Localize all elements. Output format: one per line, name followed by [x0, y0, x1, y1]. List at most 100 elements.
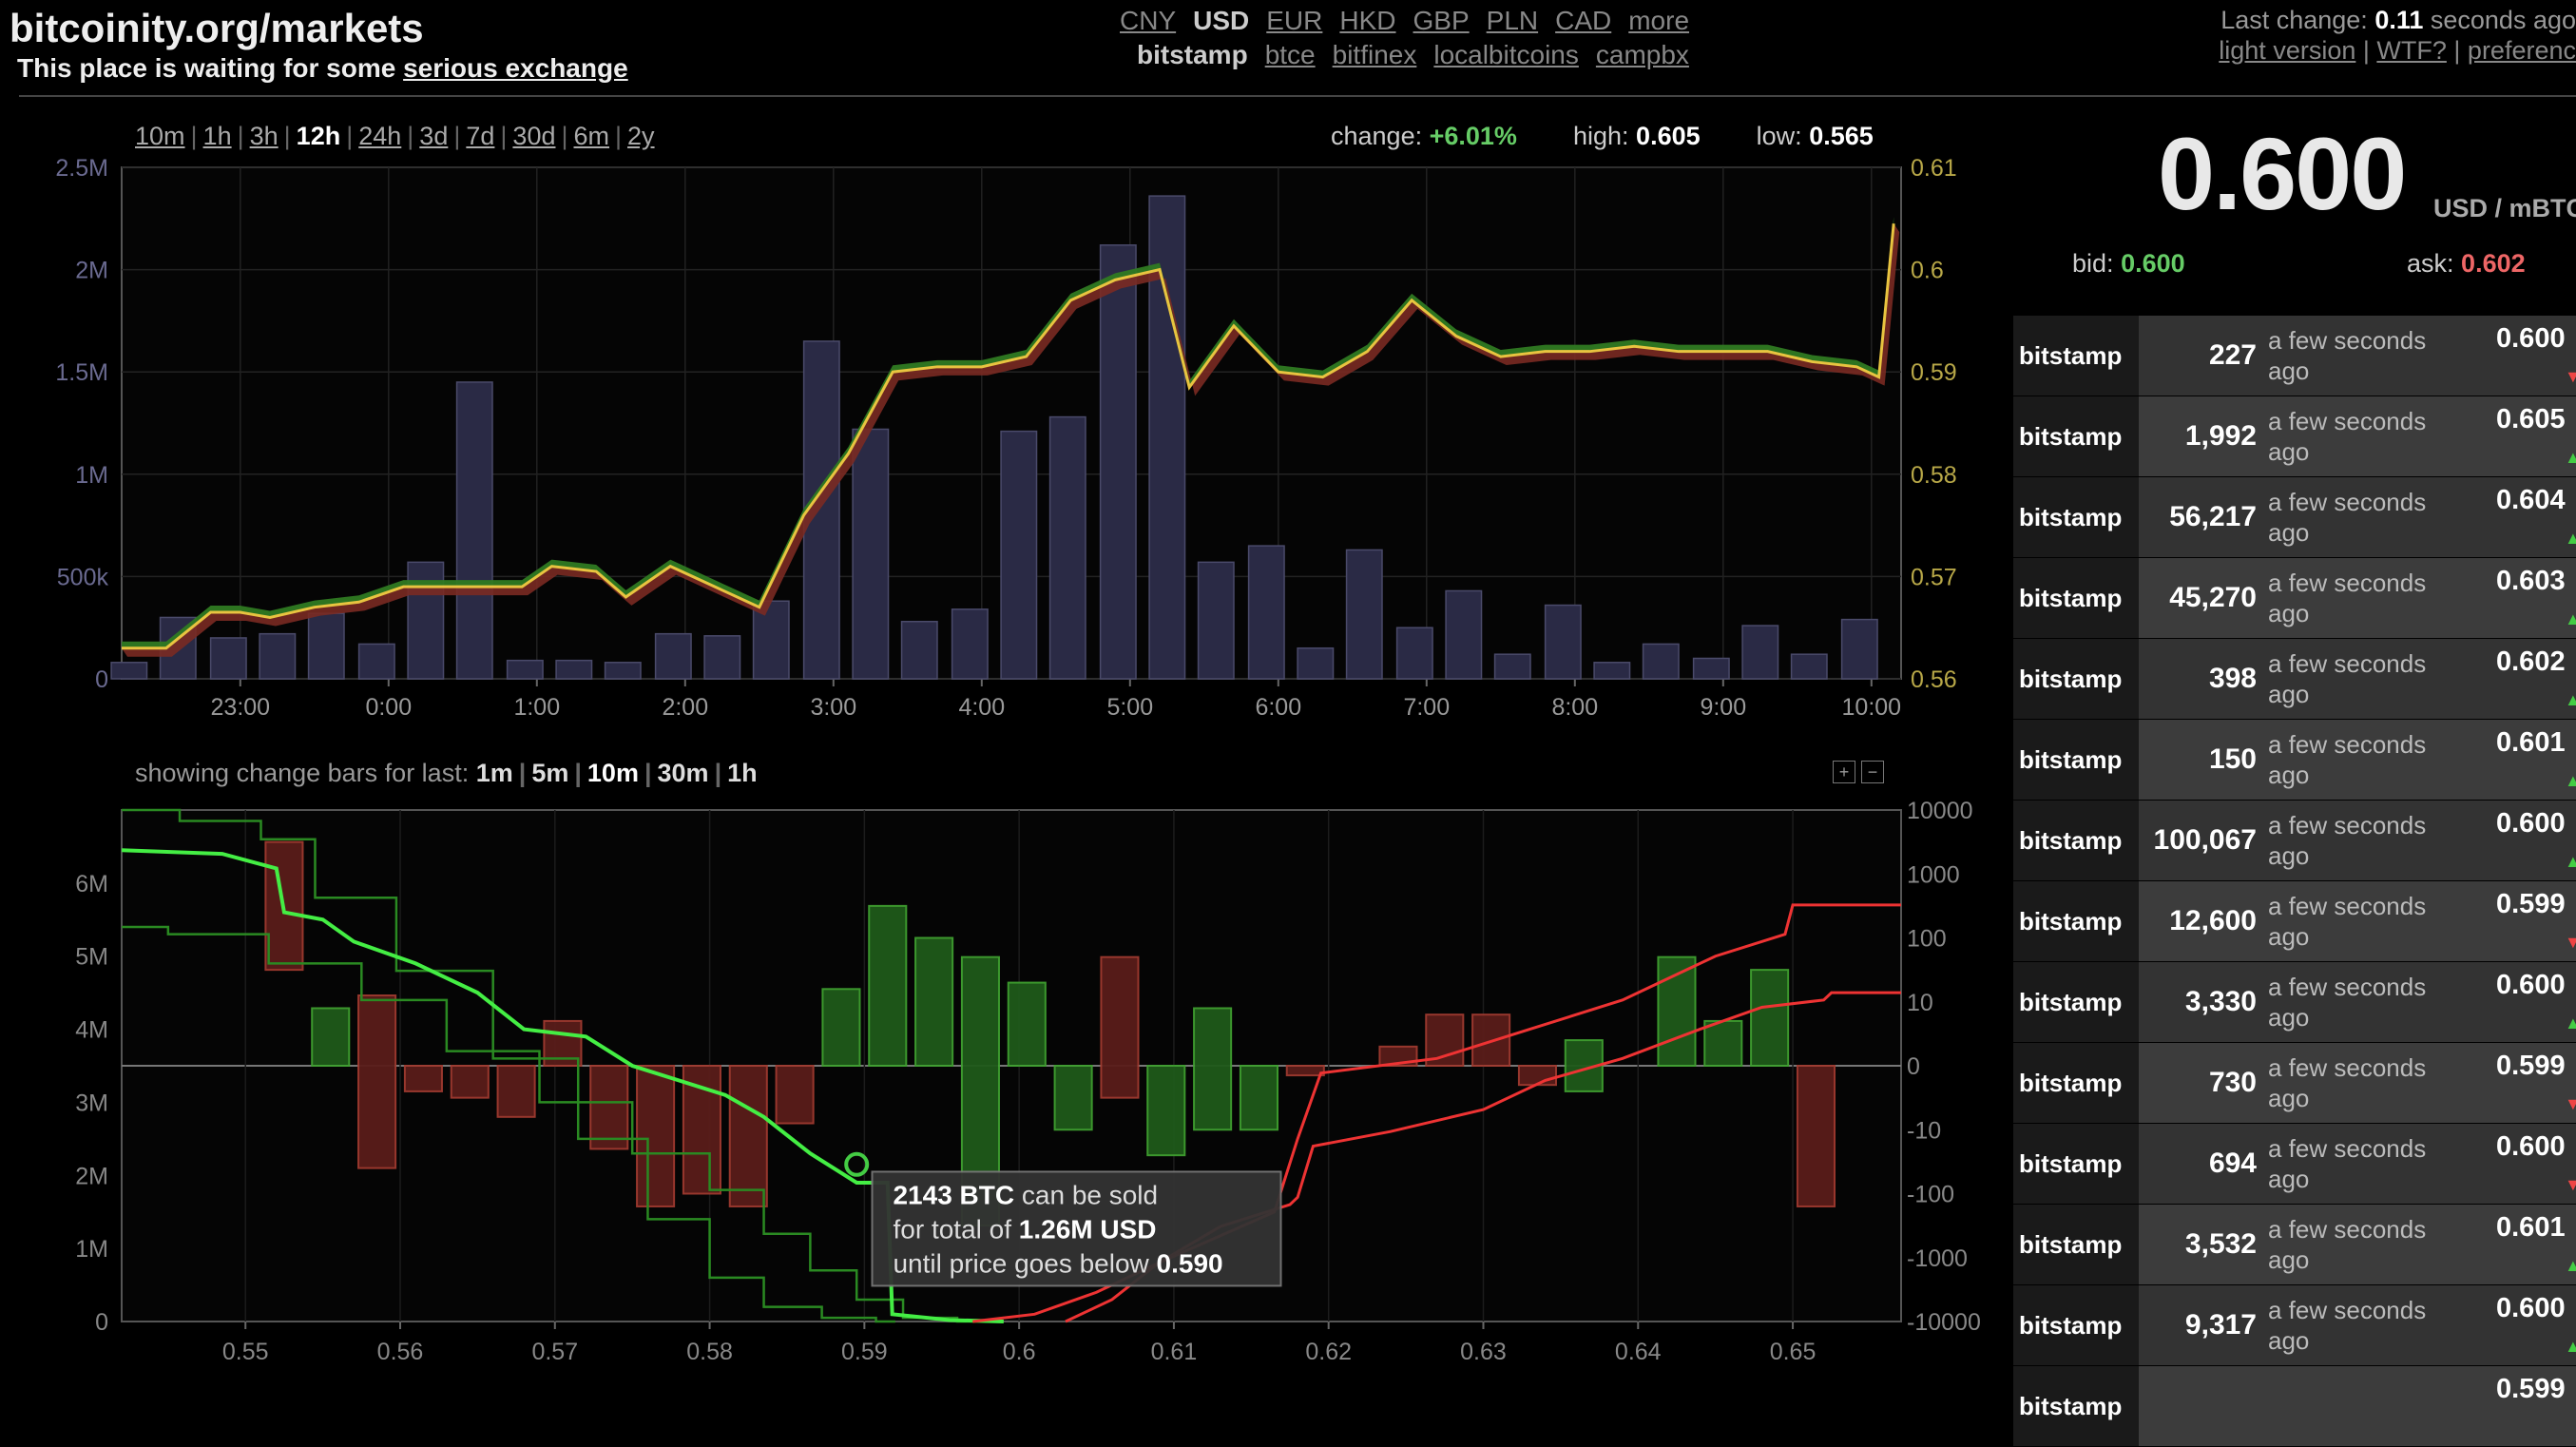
tooltip-text: until price goes below	[893, 1248, 1156, 1278]
range-12h[interactable]: 12h	[296, 122, 341, 150]
range-10m[interactable]: 10m	[135, 122, 185, 150]
change-bars-options: 1m | 5m | 10m | 30m | 1h	[476, 759, 758, 787]
tooltip-line: until price goes below 0.590	[893, 1248, 1222, 1278]
trade-row: bitstamp 45,270 a few seconds ago 0.603 ▲	[2013, 558, 2576, 639]
trade-time: a few seconds ago	[2268, 488, 2427, 547]
range-1h[interactable]: 1h	[202, 122, 232, 150]
trade-row: bitstamp 694 a few seconds ago 0.600 ▼	[2013, 1124, 2576, 1205]
price-volume-chart[interactable]: 0.61 0.6 0.59 0.58 0.57 0.56 2.5M 2M 1.5M 1M 500k 0…	[0, 143, 2001, 723]
volume-bar	[1840, 618, 1878, 680]
range-3d[interactable]: 3d	[419, 122, 449, 150]
trade-exchange: bitstamp	[2013, 1285, 2139, 1365]
currency-pln[interactable]: PLN	[1486, 6, 1539, 35]
option-separator: |	[574, 759, 582, 787]
option-separator: |	[644, 759, 652, 787]
zoom-in-icon[interactable]: +	[1833, 761, 1855, 783]
price-unit: USD / mBTC	[2433, 194, 2576, 222]
trade-exchange: bitstamp	[2013, 720, 2139, 800]
trade-exchange: bitstamp	[2013, 316, 2139, 396]
trade-row: bitstamp 9,317 a few seconds ago 0.600 ▲	[2013, 1285, 2576, 1366]
currency-more[interactable]: more	[1628, 6, 1690, 35]
trade-row: bitstamp 398 a few seconds ago 0.602 ▲	[2013, 639, 2576, 720]
range-2y[interactable]: 2y	[627, 122, 655, 150]
arrow-up-icon: ▲	[2565, 1013, 2576, 1032]
volume-bar	[1593, 662, 1631, 680]
trade-exchange: bitstamp	[2013, 801, 2139, 880]
trade-time: a few seconds ago	[2268, 973, 2427, 1032]
change-bars-label: showing change bars for last:	[135, 759, 470, 787]
y-right-tick-label: 10	[1907, 990, 1933, 1016]
tooltip-text: 2143 BTC	[893, 1180, 1014, 1209]
exchange-bitstamp[interactable]: bitstamp	[1137, 40, 1248, 69]
range-7d[interactable]: 7d	[466, 122, 495, 150]
currency-usd[interactable]: USD	[1193, 6, 1250, 35]
x-tick-label: 0:00	[365, 694, 412, 721]
change-bar-option-1m[interactable]: 1m	[475, 759, 513, 787]
exchange-localbitcoins[interactable]: localbitcoins	[1433, 40, 1579, 69]
tagline: This place is waiting for some serious e…	[17, 53, 628, 84]
trade-time: a few seconds ago	[2268, 569, 2427, 627]
x-tick-label: 8:00	[1551, 694, 1598, 721]
range-separator: |	[407, 122, 414, 150]
x-tick-label: 0.61	[1151, 1339, 1198, 1365]
x-tick-label: 0.64	[1615, 1339, 1662, 1365]
wtf-link[interactable]: WTF?	[2376, 36, 2447, 65]
trade-time: a few seconds ago	[2268, 407, 2427, 466]
current-price: 0.600	[2158, 116, 2407, 231]
currency-cad[interactable]: CAD	[1555, 6, 1612, 35]
trade-row: bitstamp 1,992 a few seconds ago 0.605 ▲	[2013, 396, 2576, 477]
trade-row-bg	[2139, 316, 2576, 396]
sell-change-bar	[775, 1065, 815, 1125]
currency-hkd[interactable]: HKD	[1339, 6, 1396, 35]
serious-exchange-link[interactable]: serious exchange	[403, 53, 628, 83]
sell-change-bar	[403, 1065, 443, 1092]
volume-bar	[407, 561, 445, 680]
range-24h[interactable]: 24h	[358, 122, 402, 150]
arrow-down-icon: ▼	[2565, 367, 2576, 386]
change-bar-option-1h[interactable]: 1h	[727, 759, 758, 787]
currency-gbp[interactable]: GBP	[1413, 6, 1470, 35]
exchange-bitfinex[interactable]: bitfinex	[1332, 40, 1417, 69]
range-3h[interactable]: 3h	[249, 122, 279, 150]
exchange-btce[interactable]: btce	[1264, 40, 1316, 69]
volume-bar	[555, 659, 593, 680]
trade-amount: 56,217	[2169, 501, 2257, 532]
sell-change-bar	[636, 1065, 676, 1207]
y-left-tick-label: 6M	[75, 871, 108, 897]
trade-amount: 3,532	[2184, 1228, 2257, 1260]
preferences-link[interactable]: preferenc	[2467, 36, 2576, 65]
trade-amount: 227	[2208, 339, 2257, 371]
trade-exchange: bitstamp	[2013, 396, 2139, 476]
trade-row: bitstamp 3,330 a few seconds ago 0.600 ▲	[2013, 962, 2576, 1043]
trade-exchange: bitstamp	[2013, 1366, 2139, 1446]
zoom-out-icon[interactable]: −	[1861, 761, 1884, 783]
y-right-tick-label: -10000	[1907, 1309, 1981, 1336]
y-left-tick-label: 1M	[75, 1236, 108, 1263]
trade-time: a few seconds ago	[2268, 1215, 2427, 1274]
currency-eur[interactable]: EUR	[1266, 6, 1323, 35]
currency-cny[interactable]: CNY	[1120, 6, 1177, 35]
light-version-link[interactable]: light version	[2219, 36, 2356, 65]
range-separator: |	[500, 122, 508, 150]
market-depth-chart[interactable]: 100001000100100-10-100-1000-100006M5M4M3…	[0, 789, 2001, 1384]
trade-amount: 730	[2208, 1067, 2257, 1098]
change-bar-option-10m[interactable]: 10m	[586, 759, 639, 787]
change-bar-option-5m[interactable]: 5m	[531, 759, 569, 787]
x-tick-label: 0.55	[222, 1339, 269, 1365]
top-links: light version | WTF? | preferenc	[2219, 36, 2576, 65]
trade-row-bg	[2139, 720, 2576, 800]
y-left-tick-label: 4M	[75, 1017, 108, 1044]
change-bar-option-30m[interactable]: 30m	[657, 759, 709, 787]
trade-exchange: bitstamp	[2013, 558, 2139, 638]
x-tick-label: 10:00	[1842, 694, 1902, 721]
site-title[interactable]: bitcoinity.org/markets	[10, 6, 424, 50]
trade-amount: 398	[2208, 663, 2257, 694]
range-30d[interactable]: 30d	[512, 122, 556, 150]
ask-price-band	[122, 223, 1900, 657]
volume-bar	[604, 662, 642, 680]
trade-row-bg	[2139, 639, 2576, 719]
range-6m[interactable]: 6m	[573, 122, 610, 150]
sell-change-bar	[1285, 1065, 1325, 1077]
trade-price: 0.605	[2496, 404, 2566, 434]
exchange-campbx[interactable]: campbx	[1595, 40, 1689, 69]
